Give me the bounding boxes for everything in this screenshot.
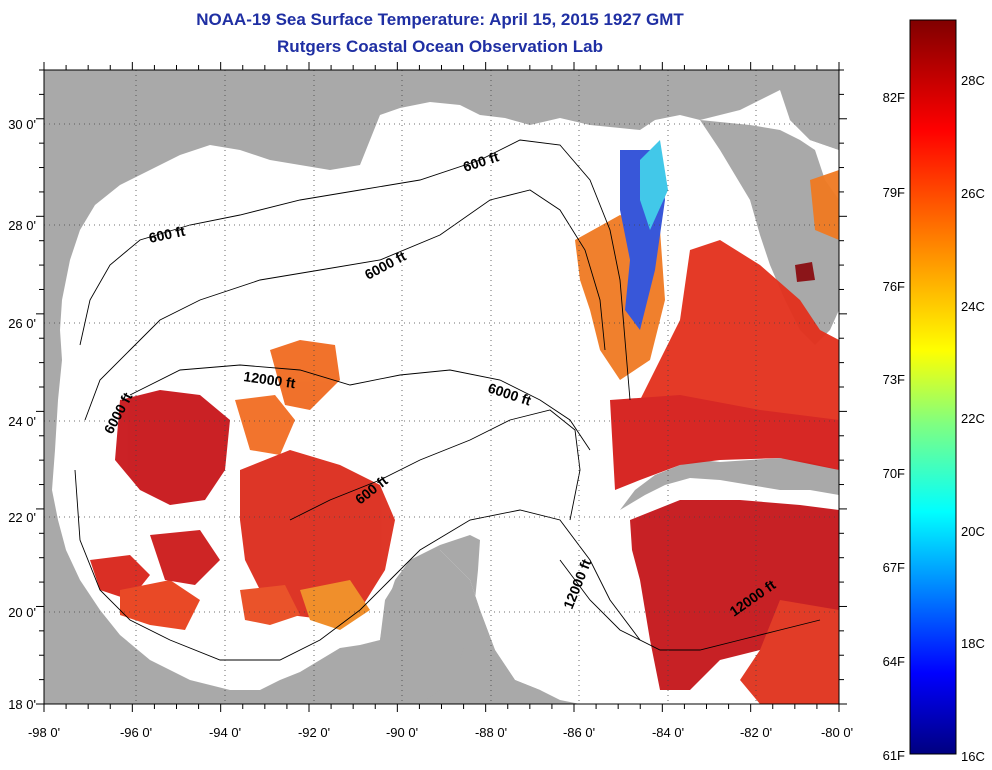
colorbar-f-label: 79F: [883, 185, 905, 200]
axis-ticks: [36, 62, 847, 712]
lat-tick-label: 20 0': [8, 605, 36, 620]
lon-tick-label: -82 0': [740, 725, 772, 740]
land-yucatan: [380, 535, 560, 704]
lon-tick-label: -98 0': [28, 725, 60, 740]
contour-label: 600 ft: [147, 223, 186, 246]
land-us-gulf-coast: [44, 70, 839, 704]
sst-data-layer: [90, 140, 839, 704]
colorbar-f-label: 70F: [883, 466, 905, 481]
colorbar-f-label: 82F: [883, 90, 905, 105]
map-subtitle: Rutgers Coastal Ocean Observation Lab: [277, 37, 603, 56]
longitude-axis: -98 0' -96 0' -94 0' -92 0' -90 0' -88 0…: [28, 725, 853, 740]
colorbar-f-label: 67F: [883, 560, 905, 575]
lat-tick-label: 26 0': [8, 316, 36, 331]
colorbar-fahrenheit-labels: 82F 79F 76F 73F 70F 67F 64F 61F: [883, 90, 905, 763]
lon-tick-label: -84 0': [652, 725, 684, 740]
land-cuba: [620, 458, 839, 510]
graticule: [44, 70, 839, 704]
lon-tick-label: -86 0': [563, 725, 595, 740]
contour-6000ft-south: [74, 469, 641, 661]
lon-tick-label: -92 0': [298, 725, 330, 740]
lon-tick-label: -94 0': [209, 725, 241, 740]
colorbar-f-label: 76F: [883, 279, 905, 294]
lon-tick-label: -96 0': [120, 725, 152, 740]
lat-tick-label: 22 0': [8, 510, 36, 525]
contour-label: 12000 ft: [243, 368, 297, 391]
lon-tick-label: -88 0': [475, 725, 507, 740]
contour-6000ft: [84, 189, 606, 421]
colorbar-c-label: 24C: [961, 299, 985, 314]
contour-12000ft: [129, 364, 591, 451]
lat-tick-label: 18 0': [8, 697, 36, 712]
colorbar-c-label: 20C: [961, 524, 985, 539]
lat-tick-label: 24 0': [8, 414, 36, 429]
lat-tick-label: 30 0': [8, 117, 36, 132]
map-title: NOAA-19 Sea Surface Temperature: April 1…: [196, 10, 684, 29]
contour-600ft-south: [289, 409, 581, 521]
contour-600ft: [79, 139, 631, 401]
depth-contours: [74, 139, 821, 661]
colorbar-c-label: 22C: [961, 411, 985, 426]
colorbar-f-label: 64F: [883, 654, 905, 669]
map-area: 600 ft 600 ft 6000 ft 12000 ft 6000 ft 6…: [44, 70, 839, 704]
contour-12000ft-south: [559, 559, 821, 651]
colorbar-c-label: 16C: [961, 749, 985, 764]
colorbar-f-label: 61F: [883, 748, 905, 763]
lon-tick-label: -80 0': [821, 725, 853, 740]
colorbar-c-label: 26C: [961, 186, 985, 201]
colorbar-c-label: 18C: [961, 636, 985, 651]
colorbar-celsius-labels: 28C 26C 24C 22C 20C 18C 16C: [961, 73, 985, 764]
colorbar-f-label: 73F: [883, 372, 905, 387]
lon-tick-label: -90 0': [386, 725, 418, 740]
latitude-axis: 30 0' 28 0' 26 0' 24 0' 22 0' 20 0' 18 0…: [8, 117, 36, 712]
colorbar: [909, 19, 957, 755]
colorbar-c-label: 28C: [961, 73, 985, 88]
lat-tick-label: 28 0': [8, 218, 36, 233]
